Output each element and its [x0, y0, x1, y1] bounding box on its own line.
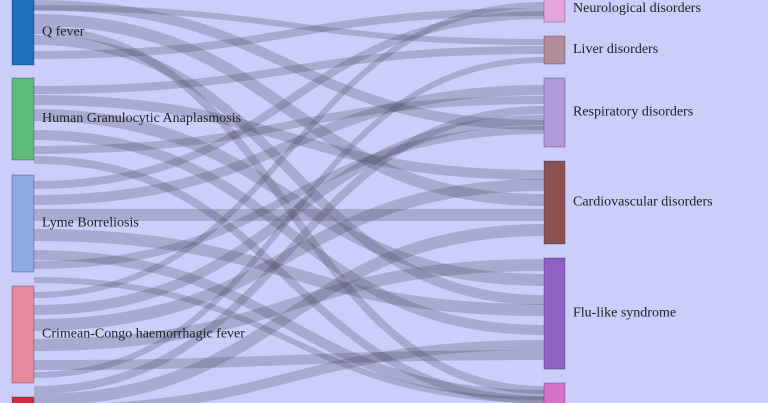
- source-node: [11, 77, 35, 161]
- link: [105, 340, 545, 403]
- link: [33, 277, 545, 403]
- links: [33, 0, 545, 403]
- target-node: [543, 382, 566, 403]
- link: [33, 156, 545, 403]
- link: [33, 106, 545, 394]
- source-node: [11, 0, 35, 66]
- link: [33, 115, 545, 315]
- link: [33, 2, 545, 298]
- link: [33, 229, 545, 316]
- target-label: Flu-like syndrome: [573, 306, 676, 321]
- link: [33, 11, 545, 189]
- link: [33, 179, 545, 331]
- target-label: Cardiovascular disorders: [573, 195, 713, 210]
- link: [33, 126, 545, 269]
- link: [33, 46, 545, 94]
- source-node: [11, 285, 35, 384]
- link: [33, 85, 545, 205]
- link: [33, 350, 545, 370]
- target-label: Respiratory disorders: [573, 105, 693, 120]
- target-node: [543, 77, 566, 148]
- link: [33, 130, 545, 335]
- source-label: Human Granulocytic Anaplasmosis: [42, 111, 241, 126]
- link: [33, 259, 545, 351]
- source-node: [11, 396, 35, 403]
- link: [33, 224, 545, 403]
- nodes: Q fever Human Granulocytic Anaplasmosis Ly…: [11, 0, 713, 403]
- link: [33, 5, 545, 45]
- link: [33, 26, 545, 394]
- link: [33, 57, 545, 378]
- link: [33, 250, 545, 400]
- link: [33, 35, 545, 305]
- source-label: Lyme Borreliosis: [42, 216, 139, 231]
- link: [33, 109, 545, 286]
- target-node: [543, 257, 566, 370]
- link: [33, 0, 545, 130]
- target-node: [543, 35, 566, 65]
- target-label: Liver disorders: [573, 42, 658, 57]
- source-node: [11, 174, 35, 273]
- target-node: [543, 0, 566, 23]
- target-node: [543, 160, 566, 245]
- link: [33, 95, 545, 180]
- target-label: Neurological disorders: [573, 1, 701, 16]
- link: [33, 8, 545, 59]
- source-label: Q fever: [42, 25, 85, 40]
- link: [33, 14, 545, 206]
- link: [33, 96, 545, 154]
- source-label: Crimean-Congo haemorrhagic fever: [42, 327, 245, 342]
